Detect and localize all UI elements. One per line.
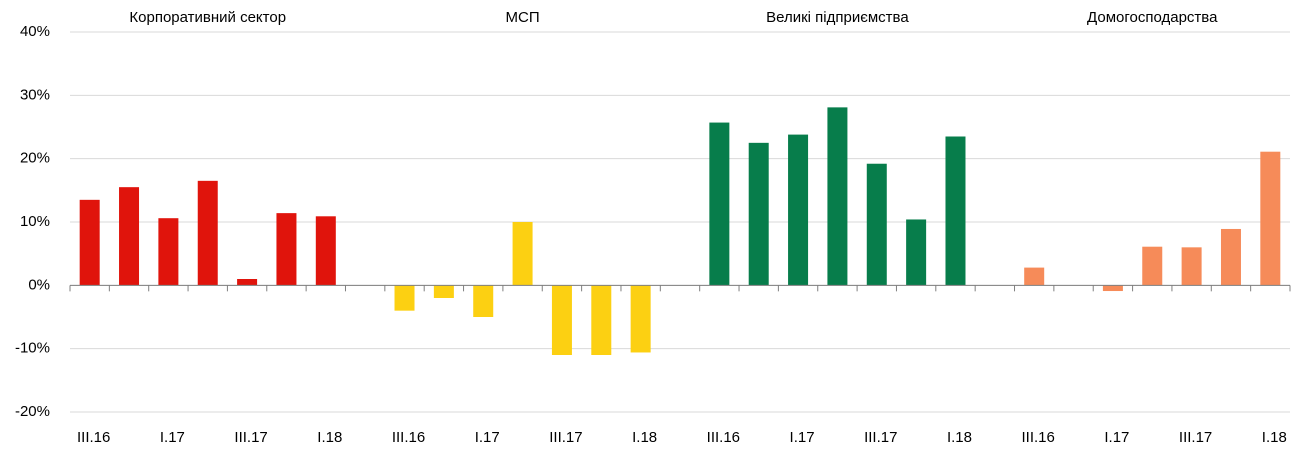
y-tick-label: 20% bbox=[20, 150, 50, 167]
bar bbox=[827, 107, 848, 286]
y-tick-label: 30% bbox=[20, 86, 50, 103]
y-tick-label: -10% bbox=[15, 340, 50, 357]
bar bbox=[1142, 246, 1163, 286]
bar bbox=[866, 163, 887, 286]
bar bbox=[315, 216, 336, 286]
bar bbox=[709, 122, 730, 286]
group-label: Великі підприємства bbox=[766, 9, 909, 26]
y-tick-label: -20% bbox=[15, 403, 50, 420]
bar bbox=[788, 134, 809, 286]
bar bbox=[433, 285, 454, 298]
bar bbox=[197, 180, 218, 286]
x-tick-label: III.17 bbox=[234, 429, 267, 446]
bar bbox=[394, 285, 415, 311]
x-tick-label: III.16 bbox=[77, 429, 110, 446]
bar bbox=[906, 219, 927, 286]
bar bbox=[276, 213, 297, 286]
bar bbox=[748, 142, 769, 286]
y-tick-label: 40% bbox=[20, 23, 50, 40]
group-label: Домогосподарства bbox=[1087, 9, 1218, 26]
x-tick-label: III.16 bbox=[392, 429, 425, 446]
bar bbox=[551, 285, 572, 355]
bar bbox=[237, 279, 258, 286]
bar bbox=[1220, 228, 1241, 286]
x-tick-label: I.18 bbox=[1262, 429, 1287, 446]
x-tick-label: I.17 bbox=[475, 429, 500, 446]
bar bbox=[630, 285, 651, 353]
x-tick-label: I.17 bbox=[790, 429, 815, 446]
y-tick-label: 10% bbox=[20, 213, 50, 230]
bar bbox=[591, 285, 612, 355]
y-tick-label: 0% bbox=[28, 276, 50, 293]
x-tick-label: I.17 bbox=[1104, 429, 1129, 446]
x-tick-label: III.17 bbox=[549, 429, 582, 446]
group-label: Корпоративний сектор bbox=[129, 9, 286, 26]
x-tick-label: III.16 bbox=[707, 429, 740, 446]
bar bbox=[473, 285, 494, 317]
x-tick-label: III.16 bbox=[1022, 429, 1055, 446]
bar bbox=[79, 199, 100, 286]
x-tick-label: I.18 bbox=[317, 429, 342, 446]
bar bbox=[119, 187, 140, 286]
group-label: МСП bbox=[506, 9, 540, 26]
x-tick-label: III.17 bbox=[864, 429, 897, 446]
x-tick-label: I.18 bbox=[632, 429, 657, 446]
x-tick-label: I.18 bbox=[947, 429, 972, 446]
x-tick-label: I.17 bbox=[160, 429, 185, 446]
bar bbox=[512, 222, 533, 286]
bar bbox=[1102, 285, 1123, 292]
bar bbox=[158, 218, 179, 286]
bar bbox=[1181, 247, 1202, 286]
bar bbox=[1260, 151, 1281, 286]
x-tick-label: III.17 bbox=[1179, 429, 1212, 446]
bar bbox=[1024, 267, 1045, 286]
bar bbox=[945, 136, 966, 286]
